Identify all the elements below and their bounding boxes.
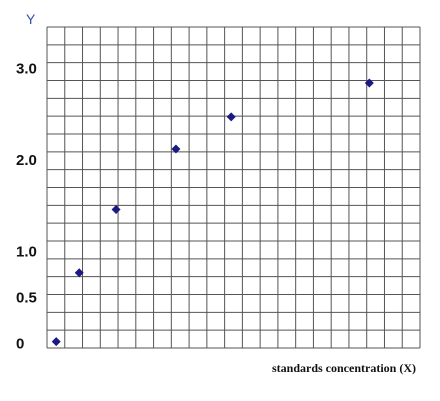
data-points <box>51 78 374 347</box>
data-point <box>171 144 181 154</box>
data-point <box>364 78 374 88</box>
data-point <box>51 337 61 347</box>
y-axis-label: Y <box>26 11 36 27</box>
data-point <box>74 268 84 278</box>
x-axis-label: standards concentration (X) <box>272 361 416 375</box>
plot-grid <box>46 26 421 349</box>
data-point <box>111 205 121 215</box>
y-tick-label: 1.0 <box>16 244 37 261</box>
data-point <box>226 112 236 122</box>
y-tick-label: 2.0 <box>16 152 37 169</box>
y-tick-label: 0.5 <box>16 290 37 307</box>
y-tick-label: 3.0 <box>16 60 37 77</box>
y-tick-label: 0 <box>16 335 24 352</box>
y-tick-labels: 0 0.5 1.0 2.0 3.0 <box>16 60 37 352</box>
